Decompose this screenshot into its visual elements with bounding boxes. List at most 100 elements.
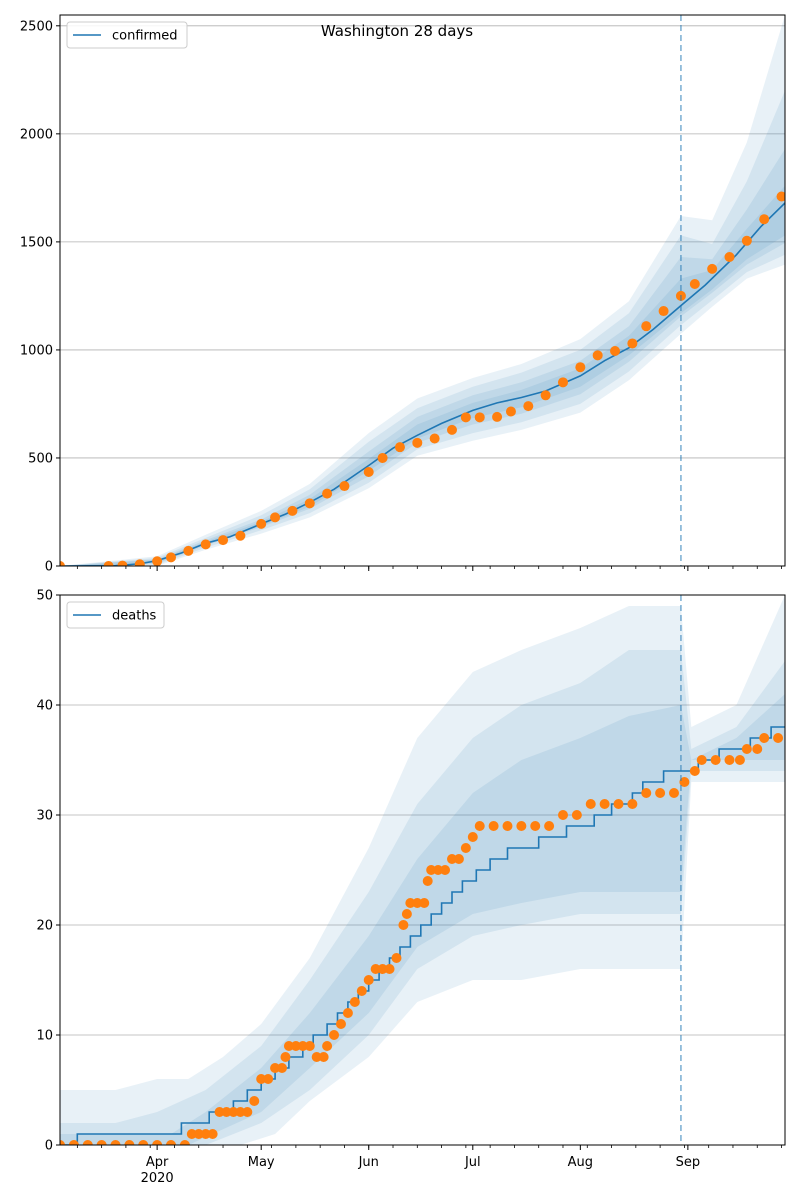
observed-point — [540, 390, 551, 401]
observed-point — [453, 854, 464, 864]
axes-frame — [59, 14, 786, 567]
plot-area — [60, 595, 785, 1145]
observed-point — [384, 964, 395, 974]
observed-point — [474, 821, 485, 831]
observed-point — [290, 1041, 301, 1051]
legend-box — [66, 601, 165, 629]
observed-point — [270, 512, 281, 523]
observed-point — [322, 1041, 333, 1051]
observed-point — [502, 821, 513, 831]
observed-point — [339, 481, 350, 492]
legend: deaths — [66, 601, 165, 629]
observed-point — [523, 401, 534, 412]
observed-point — [391, 953, 402, 963]
observed-point — [304, 498, 315, 509]
observed-point — [256, 1074, 267, 1084]
observed-point — [166, 552, 177, 563]
x-tick-sublabel: 2020 — [141, 1171, 174, 1186]
observed-point — [214, 1107, 225, 1117]
observed-point — [641, 321, 652, 332]
y-tick-label: 0 — [45, 560, 53, 575]
observed-point — [249, 1096, 260, 1106]
observed-point — [530, 821, 541, 831]
observed-point — [304, 1041, 315, 1051]
observed-point — [599, 799, 610, 809]
observed-point — [689, 766, 700, 776]
observed-point — [689, 279, 700, 290]
y-tick-label: 1500 — [20, 235, 53, 250]
y-tick-label: 1000 — [20, 343, 53, 358]
observed-point — [446, 424, 457, 435]
observed-point — [263, 1074, 274, 1084]
observed-point — [82, 1140, 93, 1145]
observed-point — [186, 1129, 197, 1139]
observed-point — [460, 412, 471, 423]
observed-point — [557, 377, 568, 388]
observed-point — [460, 843, 471, 853]
observed-point — [318, 1052, 329, 1062]
confidence-band — [60, 90, 785, 566]
y-tick-label: 2500 — [20, 19, 53, 34]
observed-point — [277, 1063, 288, 1073]
observed-point — [363, 975, 374, 985]
observed-point — [370, 964, 381, 974]
observed-point — [297, 1041, 308, 1051]
observed-point — [401, 909, 412, 919]
observed-point — [183, 545, 194, 556]
observed-point — [398, 920, 409, 930]
observed-point — [627, 338, 638, 349]
y-tick-label: 30 — [36, 809, 53, 824]
y-tick-label: 10 — [36, 1029, 53, 1044]
observed-point — [544, 821, 555, 831]
observed-point — [166, 1140, 177, 1145]
observed-point — [488, 821, 499, 831]
observed-point — [60, 1140, 65, 1145]
observed-point — [710, 755, 721, 765]
y-tick-label: 0 — [45, 1139, 53, 1154]
y-tick-label: 500 — [28, 451, 53, 466]
legend-box — [66, 21, 188, 49]
observed-point — [575, 362, 586, 373]
observed-point — [668, 788, 679, 798]
confirmed-chart: 0 500 1000 1500 2000 2500 Washington 28 days co… — [20, 14, 786, 575]
observed-point — [96, 1140, 107, 1145]
confidence-band — [60, 595, 785, 1145]
observed-point — [467, 832, 478, 842]
x-tick-label: Jun — [358, 1155, 379, 1170]
observed-point — [218, 535, 229, 546]
observed-point — [322, 488, 333, 499]
observed-point — [68, 1140, 79, 1145]
observed-point — [440, 865, 451, 875]
observed-point — [773, 733, 784, 743]
observed-point — [235, 530, 246, 541]
observed-point — [724, 755, 735, 765]
observed-point — [363, 467, 374, 478]
observed-point — [110, 1140, 121, 1145]
observed-point — [426, 865, 437, 875]
observed-point — [655, 788, 666, 798]
observed-point — [627, 799, 638, 809]
confirmed-line — [60, 202, 785, 566]
observed-point — [474, 412, 485, 423]
observed-point — [200, 1129, 211, 1139]
observed-point — [138, 1140, 149, 1145]
y-tick-label: 20 — [36, 919, 53, 934]
observed-point — [429, 433, 440, 444]
observed-point — [179, 1140, 190, 1145]
x-tick-label: May — [248, 1155, 275, 1170]
observed-point — [412, 437, 423, 448]
x-tick-label: Aug — [568, 1155, 593, 1170]
observed-point — [752, 744, 763, 754]
y-tick-label: 2000 — [20, 127, 53, 142]
legend-label: confirmed — [112, 29, 178, 44]
observed-point — [592, 350, 603, 361]
observed-point — [422, 876, 433, 886]
observed-point — [505, 406, 516, 417]
x-tick-label: Jul — [464, 1155, 481, 1170]
observed-point — [557, 810, 568, 820]
observed-point — [696, 755, 707, 765]
observed-point — [356, 986, 367, 996]
